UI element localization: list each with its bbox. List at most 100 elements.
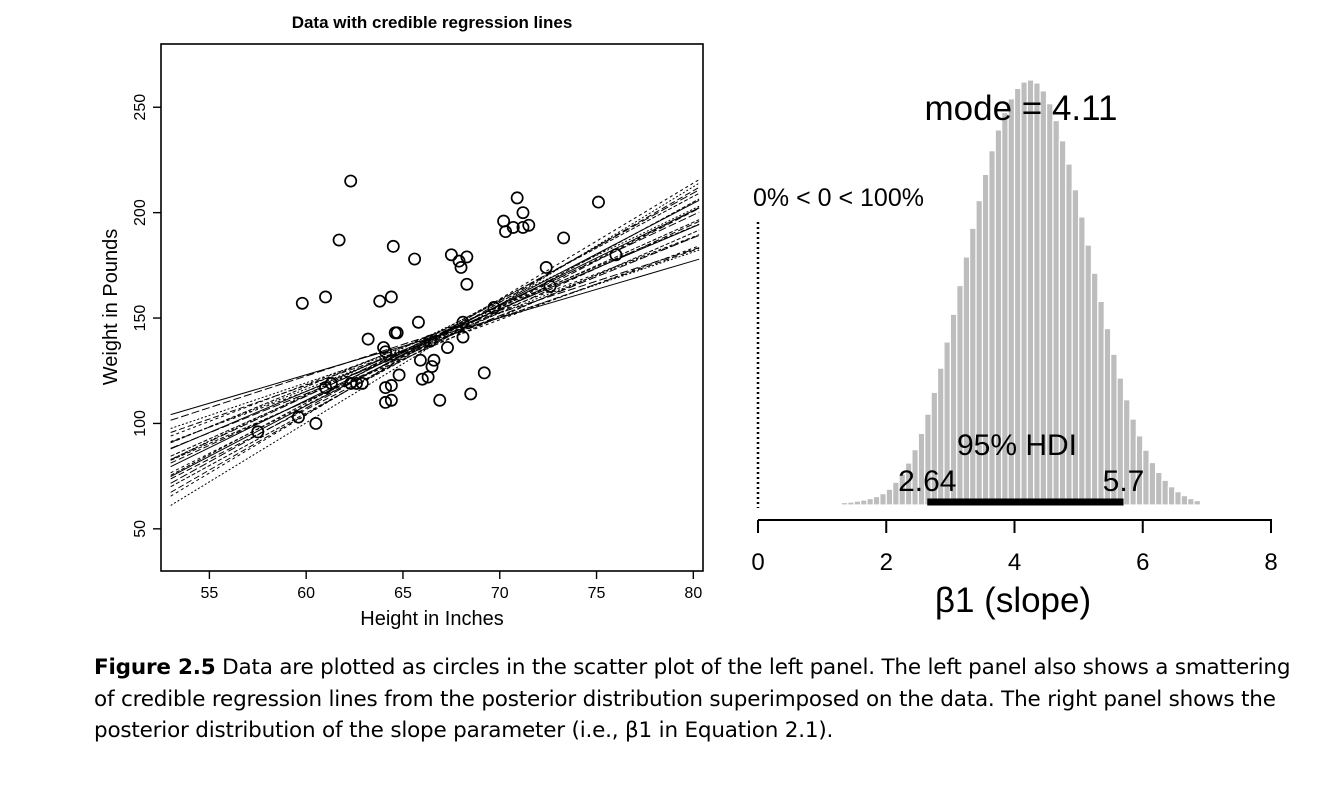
data-point bbox=[379, 395, 392, 409]
regression-line bbox=[170, 192, 700, 476]
histogram-bar bbox=[1161, 479, 1170, 506]
y-tick-label: 50 bbox=[132, 520, 149, 538]
regression-line bbox=[170, 245, 700, 443]
left-x-axis: 55 60 65 70 75 80 bbox=[200, 571, 702, 602]
data-point bbox=[441, 341, 454, 355]
histogram-bar bbox=[956, 284, 964, 506]
data-point bbox=[295, 296, 309, 310]
histogram-bar bbox=[872, 495, 881, 506]
histogram-bar bbox=[1148, 461, 1157, 506]
data-point bbox=[319, 290, 332, 304]
regression-line bbox=[170, 234, 700, 443]
data-point bbox=[522, 218, 536, 232]
data-point bbox=[609, 248, 623, 262]
hdi-low-label: 2.64 bbox=[898, 465, 956, 498]
x-tick-label: 70 bbox=[491, 585, 509, 602]
hdi-high-label: 5.7 bbox=[1103, 465, 1145, 498]
histogram-bar bbox=[1078, 216, 1086, 506]
data-point bbox=[510, 191, 524, 205]
x-tick-label: 4 bbox=[1008, 549, 1021, 576]
data-point bbox=[516, 206, 530, 220]
hdi-label: 95% HDI bbox=[957, 429, 1077, 462]
data-point bbox=[251, 425, 265, 439]
data-points bbox=[251, 174, 623, 439]
left-x-axis-label: Height in Inches bbox=[360, 608, 503, 630]
histogram-bar bbox=[969, 227, 977, 506]
mode-label: mode = 4.11 bbox=[925, 89, 1118, 128]
y-tick-label: 250 bbox=[132, 94, 149, 121]
figure-caption: Figure 2.5 Data are plotted as circles i… bbox=[94, 652, 1294, 747]
data-point bbox=[477, 366, 491, 380]
left-scatter-panel: Data with credible regression lines 55 60… bbox=[100, 13, 704, 630]
data-point bbox=[452, 254, 466, 268]
data-point bbox=[309, 416, 323, 430]
histogram-bar bbox=[1174, 491, 1182, 506]
data-point bbox=[413, 353, 427, 367]
histogram-bar bbox=[853, 500, 862, 506]
regression-line bbox=[170, 249, 700, 429]
histogram-bar bbox=[847, 501, 855, 506]
data-point bbox=[516, 220, 530, 234]
histogram-bar bbox=[1084, 244, 1093, 506]
data-point bbox=[386, 239, 400, 253]
data-point bbox=[499, 225, 513, 239]
data-point bbox=[444, 248, 458, 262]
histogram-bar bbox=[1167, 486, 1176, 506]
data-point bbox=[350, 376, 363, 390]
data-point bbox=[425, 360, 439, 373]
data-point bbox=[373, 294, 387, 308]
right-histogram-panel: mode = 4.11 0% < 0 < 100% 95% HDI 2.64 5… bbox=[751, 79, 1278, 620]
left-y-axis-label: Weight in Pounds bbox=[100, 229, 122, 385]
data-point bbox=[592, 195, 605, 209]
data-point bbox=[390, 326, 404, 340]
right-x-axis-label: β1 (slope) bbox=[935, 581, 1091, 620]
data-point bbox=[408, 252, 422, 266]
regression-line bbox=[170, 234, 700, 449]
data-point bbox=[415, 372, 429, 386]
data-point bbox=[543, 279, 557, 293]
x-tick-label: 6 bbox=[1136, 549, 1149, 576]
right-x-axis: 0 2 4 6 8 bbox=[751, 520, 1278, 576]
histogram-bar bbox=[1154, 471, 1163, 506]
y-tick-label: 200 bbox=[132, 199, 149, 226]
x-tick-label: 75 bbox=[588, 585, 606, 602]
data-point bbox=[557, 231, 571, 245]
x-tick-label: 8 bbox=[1264, 549, 1277, 576]
regression-line bbox=[170, 223, 700, 444]
figure: Data with credible regression lines 55 60… bbox=[100, 13, 1278, 630]
histogram-bar bbox=[1180, 495, 1189, 506]
data-point bbox=[332, 233, 346, 247]
data-point bbox=[487, 301, 501, 314]
histogram-bar bbox=[1090, 272, 1099, 506]
data-point bbox=[460, 277, 474, 291]
data-point bbox=[361, 332, 375, 346]
left-y-axis: 50 100 150 200 250 bbox=[132, 94, 161, 538]
x-tick-label: 65 bbox=[394, 585, 412, 602]
y-tick-label: 150 bbox=[132, 305, 149, 332]
data-point bbox=[456, 330, 470, 344]
x-tick-label: 55 bbox=[200, 585, 218, 602]
data-point bbox=[344, 174, 358, 188]
histogram-bar bbox=[1193, 499, 1202, 506]
data-point bbox=[291, 410, 305, 424]
left-chart-title: Data with credible regression lines bbox=[292, 13, 573, 32]
histogram-bar bbox=[866, 497, 875, 506]
regression-line bbox=[170, 189, 700, 484]
data-point bbox=[355, 376, 369, 390]
data-point bbox=[384, 393, 398, 407]
histogram-bar bbox=[1187, 497, 1195, 506]
caption-text: Data are plotted as circles in the scatt… bbox=[94, 655, 1291, 743]
x-tick-label: 60 bbox=[297, 585, 315, 602]
data-point bbox=[506, 220, 520, 234]
y-tick-label: 100 bbox=[132, 410, 149, 437]
data-point bbox=[392, 368, 406, 382]
regression-line bbox=[170, 234, 700, 437]
data-point bbox=[384, 290, 398, 304]
histogram-bar bbox=[885, 488, 894, 506]
data-point bbox=[412, 315, 425, 329]
data-point bbox=[456, 315, 470, 329]
left-plot-frame bbox=[160, 43, 704, 572]
data-point bbox=[423, 334, 437, 348]
x-tick-label: 2 bbox=[880, 549, 893, 576]
comparison-label: 0% < 0 < 100% bbox=[753, 184, 924, 212]
